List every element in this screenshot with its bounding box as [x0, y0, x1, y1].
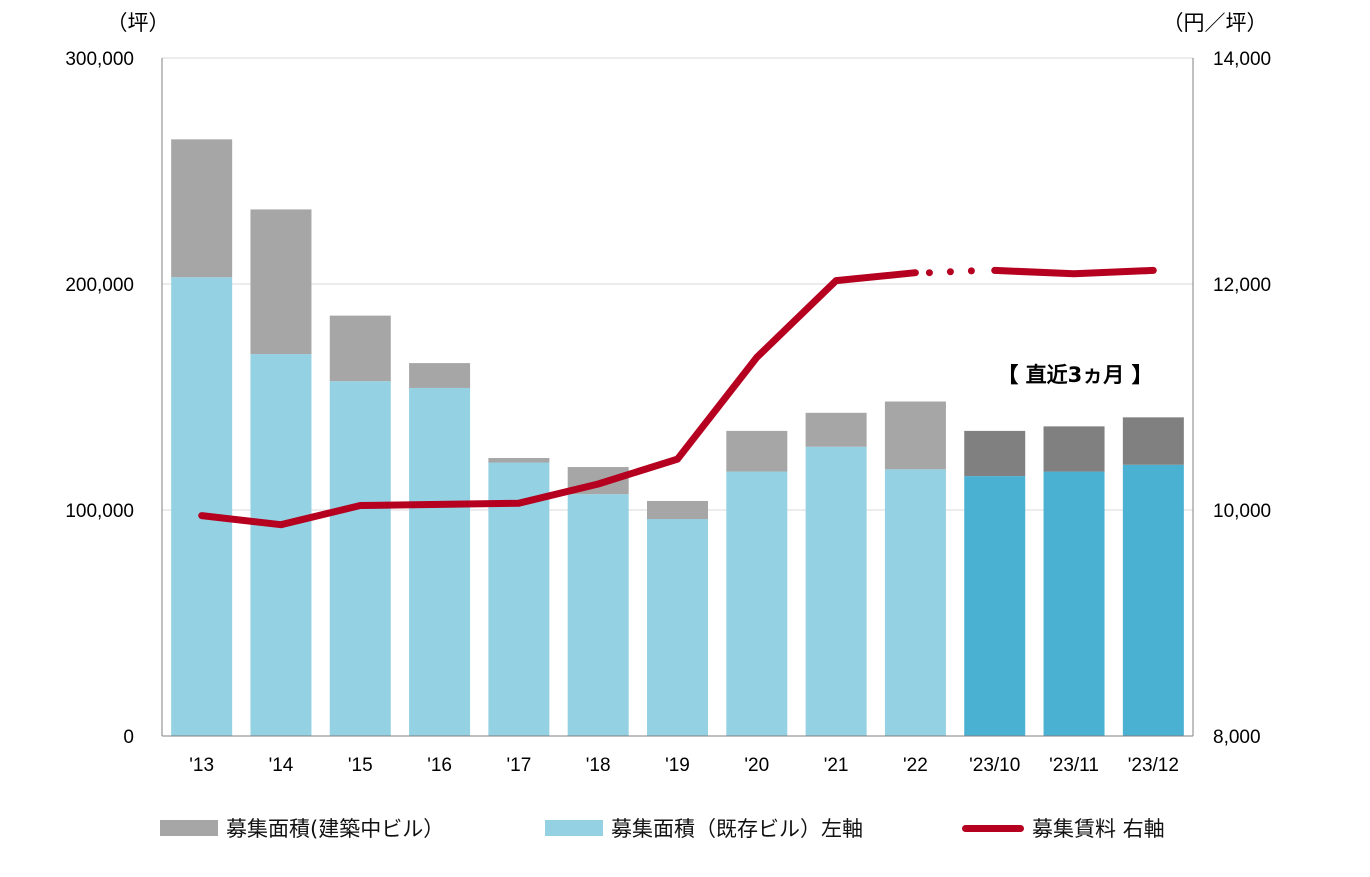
legend-swatch-existing	[545, 820, 603, 836]
x-tick-label: '14	[269, 755, 294, 776]
left-tick-label: 300,000	[65, 49, 134, 70]
bar-existing	[1122, 464, 1184, 736]
x-tick-label: '17	[507, 755, 532, 776]
left-axis-unit: （坪）	[107, 11, 170, 35]
legend-swatch-rent	[962, 824, 1024, 832]
bar-construction	[250, 209, 312, 355]
bar-construction	[1043, 426, 1105, 472]
legend-label-existing: 募集面積（既存ビル）左軸	[611, 817, 863, 841]
bar-group	[171, 139, 1184, 736]
bar-construction	[171, 139, 233, 278]
bar-existing	[805, 446, 867, 736]
x-tick-label: '20	[744, 755, 769, 776]
left-tick-label: 200,000	[65, 275, 134, 296]
rent-line-annual	[198, 269, 919, 529]
axes	[161, 58, 1194, 737]
legend-item-rent: 募集賃料 右軸	[962, 812, 1165, 844]
bar-existing	[409, 387, 471, 736]
bar-construction	[647, 500, 708, 520]
legend-label-rent: 募集賃料 右軸	[1032, 817, 1165, 841]
left-tick-label: 100,000	[65, 501, 134, 522]
bar-existing	[964, 476, 1026, 736]
bar-existing	[884, 469, 946, 736]
bar-existing	[250, 354, 312, 736]
labels: （坪） （円／坪） 【 直近3ヵ月 】 0 100,000 200,000 300,0…	[65, 11, 1271, 776]
bar-construction	[488, 458, 550, 463]
right-tick-label: 10,000	[1213, 501, 1271, 522]
right-axis-unit: （円／坪）	[1163, 11, 1268, 35]
x-tick-label: '19	[665, 755, 690, 776]
x-tick-label: '23/12	[1128, 755, 1179, 776]
legend: 募集面積(建築中ビル） 募集面積（既存ビル）左軸 募集賃料 右軸	[0, 812, 1370, 844]
rent-line-recent	[991, 266, 1157, 278]
bar-construction	[884, 401, 946, 470]
right-tick-label: 12,000	[1213, 275, 1271, 296]
recent-annotation: 【 直近3ヵ月 】	[997, 363, 1152, 387]
left-tick-label: 0	[123, 727, 134, 748]
bar-construction	[409, 363, 471, 388]
bar-existing	[567, 494, 629, 736]
bar-existing	[329, 381, 391, 736]
rent-line-group	[198, 266, 1157, 529]
rent-line-gap	[925, 266, 985, 277]
bar-existing	[726, 471, 788, 736]
bar-construction	[805, 412, 867, 447]
x-tick-label: '15	[348, 755, 373, 776]
x-tick-label: '13	[189, 755, 214, 776]
legend-item-existing: 募集面積（既存ビル）左軸	[545, 812, 863, 844]
bar-construction	[964, 430, 1026, 477]
right-tick-label: 8,000	[1213, 727, 1261, 748]
bar-existing	[1043, 471, 1105, 736]
x-tick-label: '18	[586, 755, 611, 776]
grid-lines	[162, 57, 1193, 511]
bar-existing	[488, 462, 550, 736]
x-tick-label: '22	[903, 755, 928, 776]
bar-construction	[329, 315, 391, 382]
bar-existing	[647, 519, 708, 736]
x-tick-label: '23/10	[969, 755, 1020, 776]
bar-construction	[726, 430, 788, 472]
x-tick-label: '16	[427, 755, 452, 776]
bar-existing	[171, 277, 233, 736]
bar-construction	[1122, 417, 1184, 465]
right-tick-label: 14,000	[1213, 49, 1271, 70]
x-tick-label: '23/11	[1049, 755, 1099, 776]
x-tick-label: '21	[824, 755, 849, 776]
legend-item-construction: 募集面積(建築中ビル）	[160, 812, 444, 844]
legend-swatch-construction	[160, 820, 218, 836]
legend-label-construction: 募集面積(建築中ビル）	[226, 817, 445, 841]
